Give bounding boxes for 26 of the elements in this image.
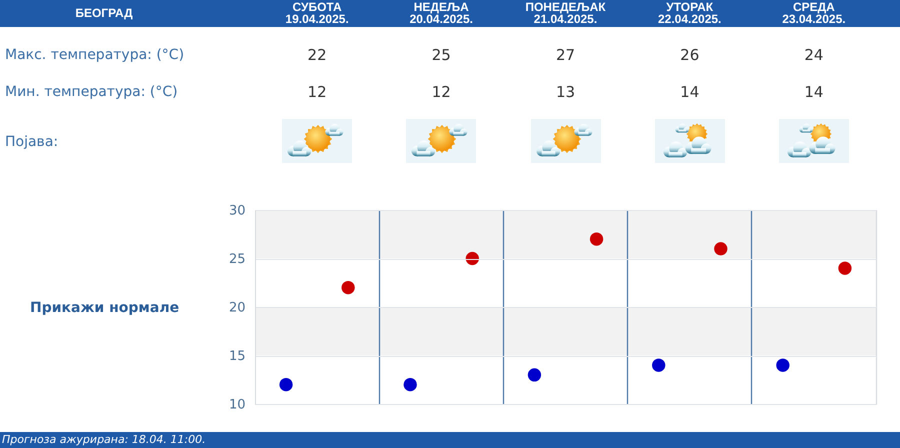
data-label: 14 [804,83,824,101]
data-label: 26 [680,46,700,64]
text: БЕОГРАД [74,5,134,22]
y-tick-label: 15 [228,349,246,364]
text: Макс. температура: (°C) [5,46,184,65]
text: СРЕДА 23.04.2025. [781,0,847,26]
data-label: 12 [308,83,327,101]
y-tick-label: 10 [228,398,246,412]
data-label: 25 [432,46,451,64]
data-label: 24 [804,46,824,64]
text: НЕДЕЉА 20.04.2025. [408,0,474,26]
data-label: 14 [680,83,700,101]
data-label: 22 [308,46,327,64]
data-label: 13 [556,83,576,101]
data-label: 12 [432,83,451,101]
text: Појава: [5,133,58,152]
y-tick-label: 25 [228,252,246,267]
text: Мин. температура: (°C) [5,83,178,102]
text: Прогноза ажурирана: 18.04. 11:00. [2,432,206,448]
y-tick-label: 20 [228,300,246,316]
data-label: 27 [556,46,576,64]
text: Прикажи нормале [30,299,180,318]
y-tick-label: 30 [228,204,246,218]
text: СУБОТА 19.04.2025. [284,0,350,26]
text: ПОНЕДЕЉАК 21.04.2025. [524,0,607,26]
text: УТОРАК 22.04.2025. [656,0,722,26]
